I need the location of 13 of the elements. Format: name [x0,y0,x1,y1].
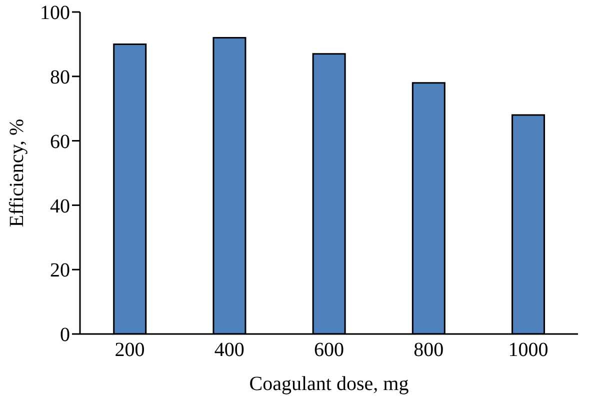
x-tick-label: 600 [314,339,344,362]
y-axis-title: Efficiency, % [6,118,28,228]
y-tick-label: 40 [50,195,70,218]
x-tick-label: 400 [214,339,244,362]
x-tick-label: 200 [114,339,145,362]
x-tick-label: 800 [414,339,444,362]
y-tick-label: 0 [60,324,70,346]
y-tick-label: 60 [50,130,70,153]
x-axis-title: Coagulant dose, mg [249,373,409,396]
y-tick-label: 20 [50,260,70,282]
y-tick-label: 80 [50,66,70,88]
x-tick-label: 1000 [508,339,548,362]
y-tick-label: 100 [40,2,70,24]
